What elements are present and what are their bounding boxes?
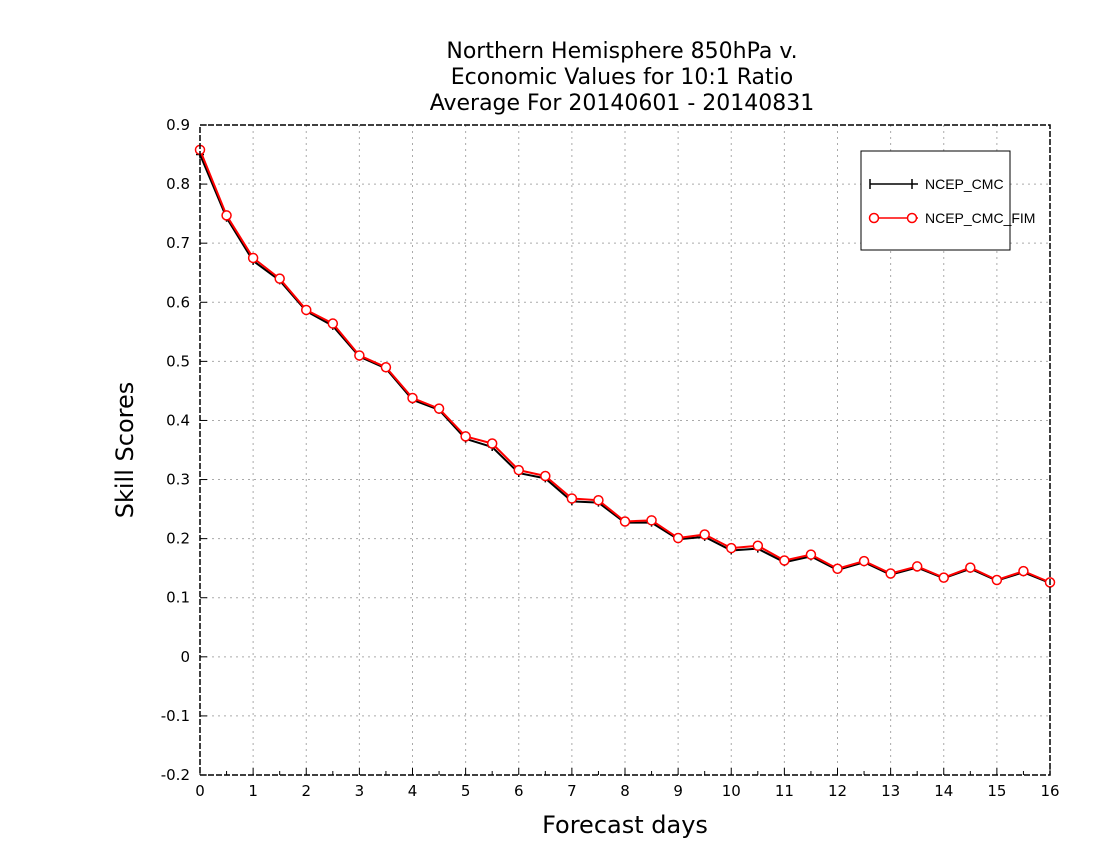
y-tick-label: 0.5 — [166, 352, 190, 370]
legend-label-ncep-cmc: NCEP_CMC — [925, 176, 1004, 192]
y-tick-label: 0.2 — [166, 530, 190, 548]
x-tick-label: 7 — [567, 782, 577, 800]
x-tick-label: 14 — [934, 782, 953, 800]
data-point-ncep-cmc-fim — [911, 561, 923, 572]
x-tick-label: 6 — [514, 782, 524, 800]
data-point-ncep-cmc-fim — [354, 350, 365, 361]
data-point-ncep-cmc-fim — [1018, 565, 1029, 577]
x-tick-label: 3 — [355, 782, 365, 800]
series-lines — [194, 144, 1056, 588]
x-tick-label: 13 — [881, 782, 900, 800]
y-tick-label: 0.3 — [166, 471, 190, 489]
legend-marker-ncep-cmc-fim-a — [868, 212, 880, 224]
y-tick-label: 0 — [180, 648, 190, 666]
chart-title-line-3: Average For 20140601 - 20140831 — [430, 91, 815, 116]
y-tick-label: 0.7 — [166, 234, 190, 252]
legend-marker-ncep-cmc-fim-b — [906, 212, 918, 224]
x-tick-label: 5 — [461, 782, 471, 800]
legend: NCEP_CMC NCEP_CMC_FIM — [860, 150, 1035, 251]
data-point-ncep-cmc-fim — [726, 542, 737, 554]
y-tick-label: 0.6 — [166, 293, 190, 311]
x-tick-label: 10 — [722, 782, 741, 800]
data-point-ncep-cmc-fim — [407, 392, 418, 404]
y-tick-label: 0.9 — [166, 116, 190, 134]
y-tick-label: 0.1 — [166, 589, 190, 607]
legend-item-ncep-cmc: NCEP_CMC — [869, 176, 1004, 192]
y-tick-label: -0.1 — [161, 707, 190, 725]
chart-title-line-1: Northern Hemisphere 850hPa v. — [446, 39, 797, 64]
plot-frame — [199, 124, 1051, 776]
data-point-ncep-cmc-fim — [699, 529, 710, 540]
data-point-ncep-cmc-fim — [593, 494, 604, 506]
data-point-ncep-cmc-fim — [991, 574, 1003, 586]
data-point-ncep-cmc-fim — [619, 516, 631, 527]
x-tick-label: 8 — [620, 782, 630, 800]
data-point-ncep-cmc-fim — [965, 562, 976, 573]
data-point-ncep-cmc-fim — [486, 438, 498, 449]
data-point-ncep-cmc-fim — [433, 403, 445, 414]
data-point-ncep-cmc-fim — [460, 431, 471, 442]
chart-title-line-2: Economic Values for 10:1 Ratio — [451, 65, 793, 90]
data-point-ncep-cmc-fim — [221, 210, 232, 221]
data-point-ncep-cmc-fim — [672, 532, 684, 544]
data-point-ncep-cmc-fim — [779, 555, 790, 566]
x-tick-label: 4 — [408, 782, 418, 800]
data-point-ncep-cmc-fim — [885, 568, 896, 579]
data-point-ncep-cmc-fim — [805, 549, 817, 560]
x-tick-label: 1 — [248, 782, 258, 800]
y-axis-title: Skill Scores — [111, 382, 139, 519]
x-tick-label: 2 — [301, 782, 311, 800]
data-point-ncep-cmc-fim — [646, 515, 657, 526]
y-tick-label: 0.4 — [166, 411, 190, 429]
legend-marker-ncep-cmc — [869, 179, 913, 189]
data-point-ncep-cmc-fim — [566, 493, 578, 504]
data-point-ncep-cmc-fim — [274, 273, 285, 284]
x-axis-title: Forecast days — [542, 811, 708, 839]
legend-label-ncep-cmc-fim: NCEP_CMC_FIM — [925, 210, 1035, 226]
x-tick-label: 9 — [673, 782, 683, 800]
data-point-ncep-cmc-fim — [832, 563, 843, 575]
x-tick-label: 12 — [828, 782, 847, 800]
data-point-ncep-cmc-fim — [858, 555, 870, 567]
x-tick-label: 16 — [1040, 782, 1059, 800]
data-point-ncep-cmc-fim — [247, 252, 259, 264]
data-point-ncep-cmc-fim — [938, 572, 949, 583]
x-tick-label: 15 — [987, 782, 1006, 800]
legend-box — [860, 150, 1011, 251]
axis-ticks: 0 1 2 3 4 5 6 7 8 9 10 11 12 13 14 15 16-0.2-0.100.10.20… — [161, 116, 1060, 800]
legend-item-ncep-cmc-fim: NCEP_CMC_FIM — [868, 210, 1035, 226]
y-tick-label: -0.2 — [161, 766, 190, 784]
data-point-ncep-cmc-fim — [752, 540, 764, 551]
chart-title: Northern Hemisphere 850hPa v. Economic V… — [430, 39, 815, 116]
x-tick-label: 11 — [775, 782, 794, 800]
data-point-ncep-cmc-fim — [513, 464, 524, 476]
x-tick-label: 0 — [195, 782, 205, 800]
data-point-ncep-cmc-fim — [540, 470, 551, 482]
data-point-ncep-cmc-fim — [327, 318, 339, 329]
y-tick-label: 0.8 — [166, 175, 190, 193]
data-point-ncep-cmc-fim — [301, 304, 312, 316]
data-point-ncep-cmc-fim — [380, 362, 392, 373]
